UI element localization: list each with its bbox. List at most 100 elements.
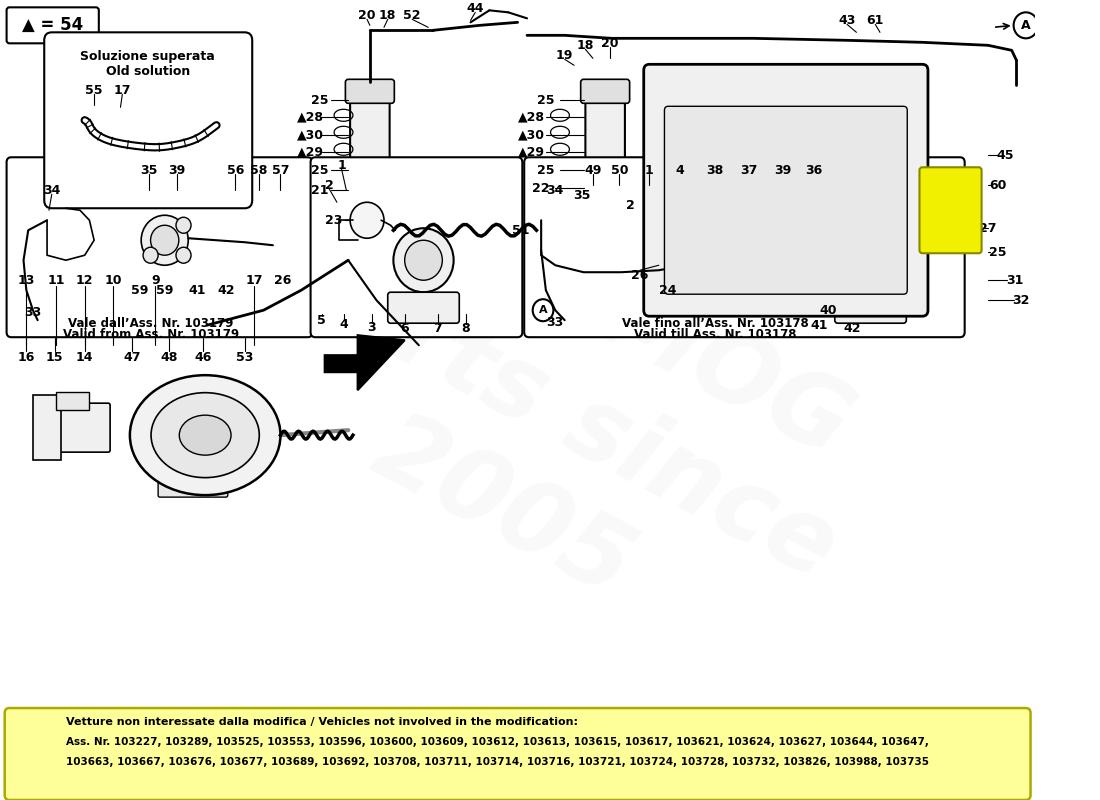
Text: 18: 18 [576, 39, 594, 52]
Text: 45: 45 [997, 149, 1014, 162]
Bar [33, 395, 62, 460]
FancyBboxPatch shape [920, 167, 981, 254]
FancyBboxPatch shape [350, 98, 389, 243]
Text: 35: 35 [573, 189, 591, 202]
Text: ▲29: ▲29 [297, 146, 324, 158]
Text: 52: 52 [404, 9, 421, 22]
Text: 21: 21 [311, 184, 329, 197]
Text: 24: 24 [660, 284, 676, 297]
FancyBboxPatch shape [7, 7, 99, 43]
Text: 1: 1 [338, 158, 346, 172]
Bar [56, 392, 89, 410]
Text: 19: 19 [556, 49, 573, 62]
Text: 5: 5 [318, 314, 327, 326]
Text: Vale dall’Ass. Nr. 103179: Vale dall’Ass. Nr. 103179 [68, 317, 233, 330]
Text: ▲30: ▲30 [297, 129, 324, 142]
Text: 25: 25 [311, 94, 329, 106]
Text: ▲30: ▲30 [518, 129, 546, 142]
Circle shape [703, 238, 737, 274]
Text: 4: 4 [339, 318, 348, 330]
Text: ▲28: ▲28 [297, 110, 324, 124]
Text: 26: 26 [274, 274, 292, 286]
Text: 6: 6 [400, 322, 409, 334]
Ellipse shape [151, 393, 260, 478]
Circle shape [850, 243, 891, 287]
Text: 61: 61 [867, 14, 884, 27]
Text: 103663, 103667, 103676, 103677, 103689, 103692, 103708, 103711, 103714, 103716, : 103663, 103667, 103676, 103677, 103689, … [66, 757, 928, 767]
Text: 32: 32 [1012, 294, 1030, 306]
Text: 25: 25 [537, 164, 554, 177]
Text: 26: 26 [631, 269, 649, 282]
Text: Vetture non interessate dalla modifica / Vehicles not involved in the modificati: Vetture non interessate dalla modifica /… [66, 717, 578, 727]
Text: 4: 4 [675, 164, 684, 177]
Text: 35: 35 [140, 164, 157, 177]
Circle shape [532, 299, 553, 322]
FancyBboxPatch shape [581, 79, 629, 103]
Text: 14: 14 [76, 350, 94, 364]
Text: 55: 55 [86, 84, 103, 97]
FancyBboxPatch shape [344, 236, 395, 254]
Circle shape [405, 240, 442, 280]
Text: 44: 44 [466, 2, 484, 15]
FancyBboxPatch shape [387, 292, 460, 323]
Text: 59: 59 [156, 284, 174, 297]
Circle shape [141, 215, 188, 266]
Circle shape [146, 457, 153, 464]
Circle shape [930, 218, 953, 242]
Text: 8: 8 [462, 322, 470, 334]
FancyBboxPatch shape [664, 106, 908, 294]
Text: 7: 7 [433, 322, 442, 334]
Ellipse shape [179, 415, 231, 455]
Text: 17: 17 [113, 84, 131, 97]
Text: 27: 27 [979, 222, 997, 234]
FancyBboxPatch shape [4, 708, 1031, 800]
FancyBboxPatch shape [158, 463, 228, 497]
Text: 48: 48 [161, 350, 178, 364]
Text: 43: 43 [838, 14, 856, 27]
Text: 58: 58 [250, 164, 267, 177]
Text: 38: 38 [706, 164, 724, 177]
Circle shape [176, 218, 191, 234]
Text: A: A [539, 306, 548, 315]
FancyBboxPatch shape [835, 298, 906, 323]
FancyBboxPatch shape [310, 158, 522, 337]
Text: 53: 53 [236, 350, 253, 364]
Circle shape [234, 475, 241, 482]
Text: 42: 42 [217, 284, 234, 297]
Text: 36: 36 [805, 164, 823, 177]
Text: ▲29: ▲29 [518, 146, 546, 158]
Text: 18: 18 [379, 9, 396, 22]
Text: 25: 25 [537, 94, 554, 106]
Circle shape [78, 114, 91, 127]
Circle shape [23, 737, 55, 771]
Text: 23: 23 [326, 214, 343, 226]
Circle shape [350, 202, 384, 238]
FancyBboxPatch shape [7, 158, 312, 337]
Circle shape [930, 188, 953, 212]
Text: 49: 49 [584, 164, 602, 177]
Text: GOMMOG
parts since
2005: GOMMOG parts since 2005 [205, 122, 905, 698]
Text: 20: 20 [359, 9, 376, 22]
Text: Soluzione superata
Old solution: Soluzione superata Old solution [80, 50, 216, 78]
Text: 17: 17 [245, 274, 263, 286]
Polygon shape [324, 335, 405, 390]
Text: 1: 1 [645, 164, 653, 177]
Text: Valid till Ass. Nr. 103178: Valid till Ass. Nr. 103178 [634, 328, 796, 341]
FancyBboxPatch shape [345, 79, 394, 103]
Text: Ass. Nr. 103227, 103289, 103525, 103553, 103596, 103600, 103609, 103612, 103613,: Ass. Nr. 103227, 103289, 103525, 103553,… [66, 737, 928, 747]
Text: 16: 16 [18, 350, 35, 364]
Text: 42: 42 [843, 322, 860, 334]
Text: 34: 34 [547, 184, 564, 197]
Text: 56: 56 [227, 164, 244, 177]
Text: ▲ = 54: ▲ = 54 [22, 16, 84, 34]
Text: 46: 46 [195, 350, 212, 364]
Text: 41: 41 [810, 318, 827, 332]
Text: 34: 34 [43, 184, 60, 197]
Text: 41: 41 [189, 284, 207, 297]
Text: 33: 33 [547, 316, 564, 329]
Circle shape [257, 406, 264, 414]
Text: 15: 15 [46, 350, 64, 364]
Text: 39: 39 [774, 164, 792, 177]
Circle shape [151, 226, 179, 255]
Text: A: A [34, 746, 45, 762]
